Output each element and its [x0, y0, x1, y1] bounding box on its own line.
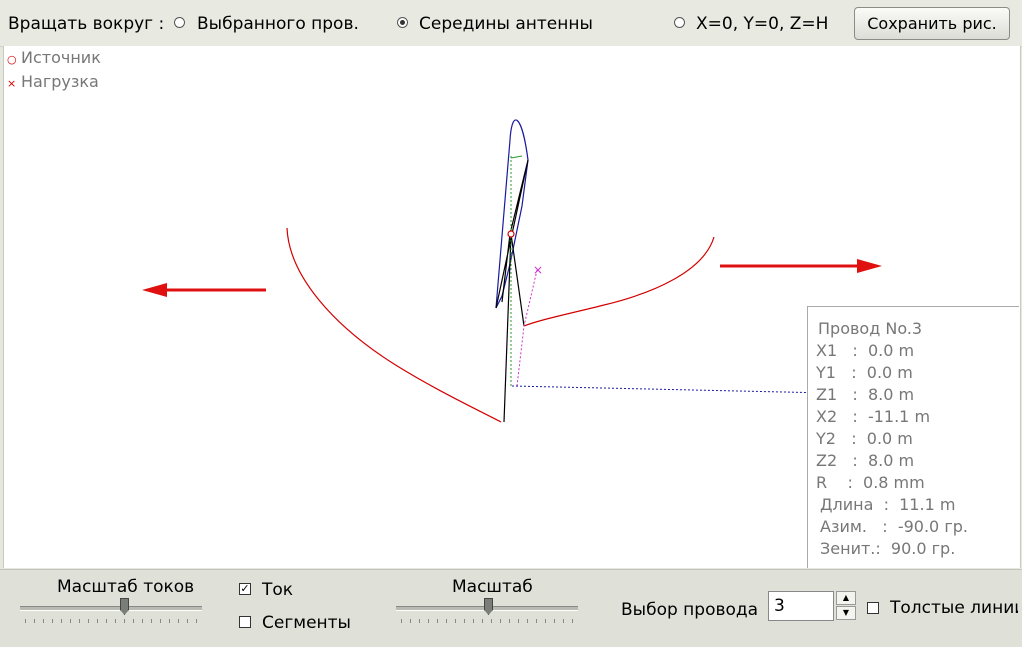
thick-lines-checkbox[interactable] — [867, 602, 879, 614]
radio-selected-wire[interactable] — [174, 17, 185, 28]
source-marker-icon — [507, 230, 515, 238]
radio-origin-label[interactable]: X=0, Y=0, Z=H — [696, 14, 829, 34]
info-length: Длина : 11.1 m — [820, 495, 956, 514]
wire-select-input[interactable] — [768, 591, 834, 621]
info-x1: X1 : 0.0 m — [816, 341, 915, 360]
current-checkbox-label[interactable]: Ток — [262, 580, 294, 600]
scale-slider-thumb[interactable] — [484, 598, 493, 615]
info-y2: Y2 : 0.0 m — [816, 429, 913, 448]
legend-source: ○ Источник — [7, 48, 101, 67]
current-scale-label: Масштаб токов — [57, 577, 195, 597]
bottom-controls: Масштаб токов ✓ Ток Сегменты Масштаб Выб… — [0, 569, 1022, 647]
segments-checkbox[interactable] — [239, 616, 251, 628]
radio-antenna-center-label[interactable]: Середины антенны — [419, 14, 593, 34]
scale-slider[interactable] — [396, 598, 578, 628]
antenna-wire-mast — [503, 233, 512, 423]
info-title: Провод No.3 — [818, 319, 923, 338]
pattern-left-lobe — [286, 227, 502, 423]
spin-up-icon[interactable]: ▲ — [836, 591, 856, 605]
info-azimuth: Азим. : -90.0 гр. — [820, 517, 968, 536]
current-scale-slider-thumb[interactable] — [120, 598, 129, 615]
thick-lines-label[interactable]: Толстые линии — [890, 598, 1018, 618]
pattern-right-lobe — [523, 236, 715, 327]
current-distribution — [495, 119, 529, 309]
info-r: R : 0.8 mm — [816, 473, 925, 492]
toolbar: Вращать вокруг : Выбранного пров. Середи… — [0, 0, 1022, 47]
info-z1: Z1 : 8.0 m — [816, 385, 915, 404]
load-marker-icon: × — [533, 263, 543, 277]
left-arrow-icon — [142, 283, 266, 297]
antenna-wire-lower — [510, 233, 525, 327]
segments-checkbox-label[interactable]: Сегменты — [262, 613, 351, 633]
scale-label: Масштаб — [452, 577, 533, 597]
radio-selected-wire-label[interactable]: Выбранного пров. — [197, 14, 359, 34]
axis-y — [510, 155, 523, 159]
wire-info-panel: Провод No.3 X1 : 0.0 m Y1 : 0.0 m Z1 : 8… — [807, 306, 1019, 568]
radio-antenna-center[interactable] — [397, 17, 408, 28]
load-line — [516, 269, 538, 387]
current-scale-slider[interactable] — [20, 598, 202, 628]
info-x2: X2 : -11.1 m — [816, 407, 931, 426]
save-picture-button[interactable]: Сохранить рис. — [854, 7, 1010, 40]
legend-load: × Нагрузка — [7, 72, 99, 91]
right-arrow-icon — [720, 259, 882, 273]
spin-down-icon[interactable]: ▼ — [836, 606, 856, 620]
source-marker-icon: ○ — [7, 53, 17, 66]
radio-origin[interactable] — [674, 17, 685, 28]
wire-select-label: Выбор провода — [621, 600, 759, 620]
info-z2: Z2 : 8.0 m — [816, 451, 915, 470]
load-marker-icon: × — [7, 77, 17, 90]
current-checkbox[interactable]: ✓ — [239, 582, 251, 595]
info-y1: Y1 : 0.0 m — [816, 363, 913, 382]
rotate-label: Вращать вокруг : — [8, 14, 165, 34]
info-zenith: Зенит.: 90.0 гр. — [820, 539, 956, 558]
